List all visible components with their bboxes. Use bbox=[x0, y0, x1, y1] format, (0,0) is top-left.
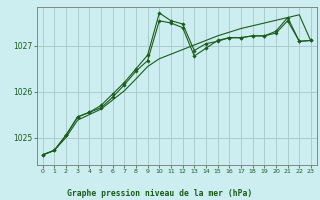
Text: Graphe pression niveau de la mer (hPa): Graphe pression niveau de la mer (hPa) bbox=[68, 189, 252, 198]
